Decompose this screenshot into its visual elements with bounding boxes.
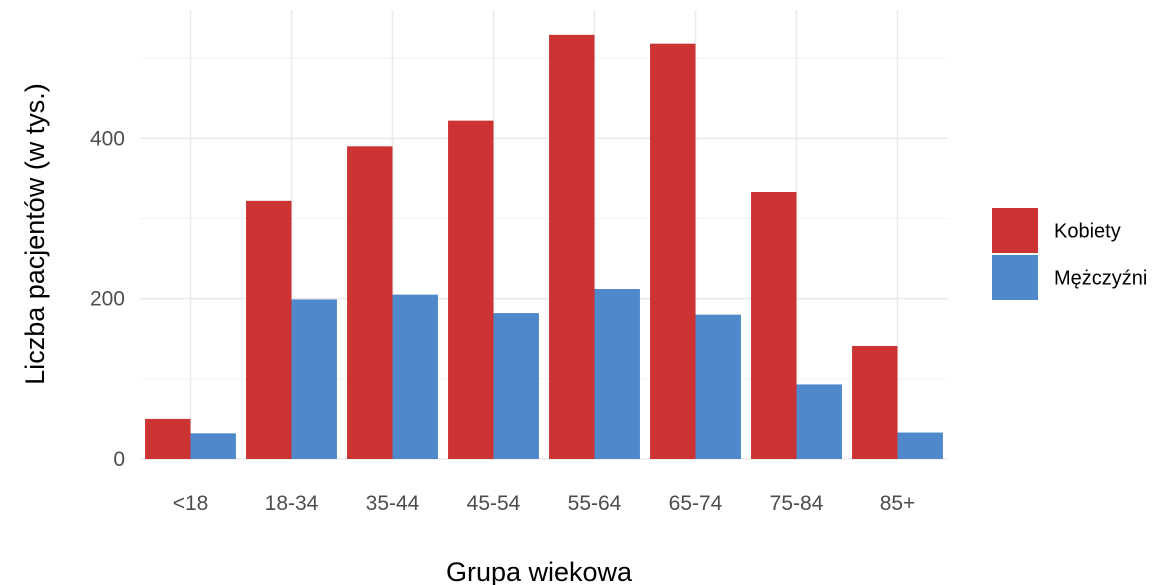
bar [493,313,539,459]
x-axis-title: Grupa wiekowa [446,557,633,585]
x-tick-label: 85+ [880,492,916,515]
legend: Kobiety Mężczyźni [992,208,1147,300]
bar [897,432,943,459]
bar [392,294,438,459]
legend-key [992,255,1038,300]
bar [549,34,595,460]
x-tick-label: 65-74 [669,492,723,515]
y-axis-title: Liczba pacjentów (w tys.) [20,83,50,385]
bar [347,146,393,459]
x-tick-label: 18-34 [265,492,319,515]
y-axis-ticks: 0 200 400 [90,127,125,471]
x-tick-label: <18 [173,492,209,515]
bar [650,43,696,460]
x-tick-label: 75-84 [770,492,824,515]
y-tick-label: 400 [90,127,125,150]
x-axis-ticks: <18 18-34 35-44 45-54 55-64 65-74 75-84 85+ [173,492,916,515]
legend-label: Kobiety [1054,221,1121,243]
y-tick-label: 0 [113,448,125,471]
bar [291,299,337,459]
bar [796,384,842,459]
bar [190,433,236,459]
legend-label: Mężczyźni [1054,268,1147,290]
bar [594,289,640,459]
y-tick-label: 200 [90,288,125,311]
bar [448,120,494,460]
bar [852,345,898,459]
bar [695,314,741,459]
x-tick-label: 55-64 [568,492,622,515]
bar [751,192,797,459]
x-tick-label: 45-54 [467,492,521,515]
bar [246,200,292,459]
bar [145,418,191,459]
bars [145,34,943,460]
x-tick-label: 35-44 [366,492,420,515]
legend-key [992,208,1038,253]
